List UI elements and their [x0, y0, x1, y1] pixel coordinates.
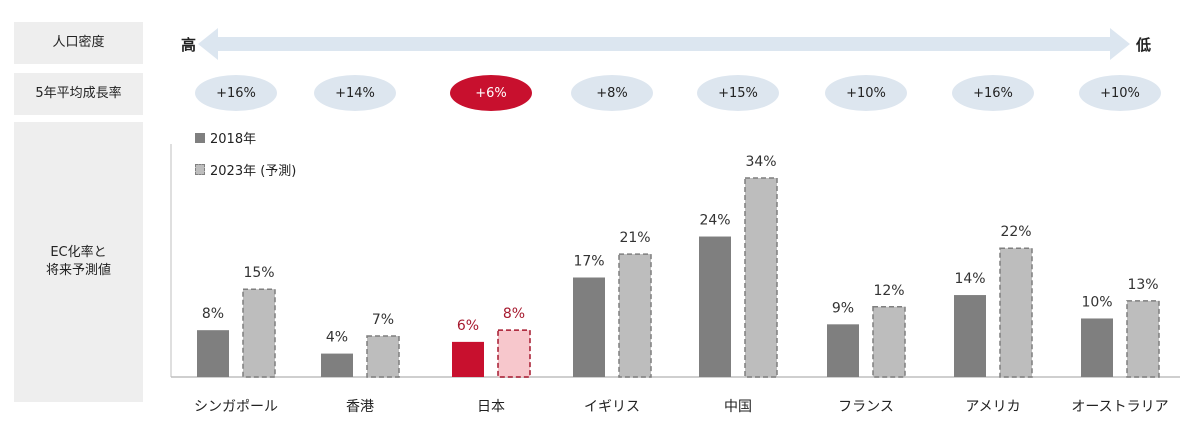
legend-swatch-2023 [195, 164, 205, 175]
x-tick-label: オーストラリア [1071, 399, 1168, 415]
data-label-2018: 24% [699, 213, 730, 229]
data-label-2023: 7% [372, 312, 394, 328]
data-label-2023: 13% [1127, 277, 1158, 293]
growth-rate-pill: +16% [952, 75, 1034, 111]
bar-2018 [954, 295, 986, 377]
data-label-2023: 8% [503, 306, 525, 322]
bar-2023 [1126, 300, 1160, 378]
legend-swatch-2018 [195, 132, 205, 143]
growth-rate-pill: +14% [314, 75, 396, 111]
x-tick-label: シンガポール [194, 399, 278, 415]
growth-rate-pill: +8% [571, 75, 653, 111]
legend-item-2023: 2023年 (予測) [195, 160, 296, 179]
growth-rate-pill: +15% [697, 75, 779, 111]
growth-rate-pill: +10% [1079, 75, 1161, 111]
data-label-2018: 14% [954, 271, 985, 287]
density-arrow-shape [198, 28, 1130, 60]
bar-2018 [1081, 318, 1113, 377]
x-tick-label: 日本 [477, 399, 505, 415]
bar-2018 [452, 341, 484, 377]
bar-2018 [827, 324, 859, 377]
legend-label-2018: 2018年 [210, 132, 257, 147]
density-high-label: 高 [181, 36, 197, 54]
growth-rate-pill: +16% [195, 75, 277, 111]
data-label-2018: 8% [202, 306, 224, 322]
row-label-population-density: 人口密度 [14, 22, 143, 64]
row-label-text: 将来予測値 [45, 263, 111, 278]
data-label-2018: 6% [457, 318, 479, 334]
row-label-text: EC化率と [50, 245, 107, 261]
bar-2018 [699, 236, 731, 377]
bar-2023 [999, 247, 1033, 378]
data-label-2018: 9% [832, 300, 854, 316]
x-tick-label: フランス [838, 399, 894, 415]
bar-2023 [366, 335, 400, 378]
data-label-2023: 22% [1000, 224, 1031, 240]
data-label-2023: 34% [745, 154, 776, 170]
x-tick-label: 香港 [346, 399, 374, 415]
legend-item-2018: 2018年 [195, 128, 256, 147]
growth-rate-pill: +6% [450, 75, 532, 111]
growth-rate-pill: +10% [825, 75, 907, 111]
legend-label-2023: 2023年 (予測) [210, 164, 297, 179]
bar-2018 [321, 353, 353, 377]
x-tick-label: イギリス [584, 399, 640, 415]
density-low-label: 低 [1136, 36, 1152, 54]
bar-2023 [744, 177, 778, 378]
row-label-ec-rate: EC化率と 将来予測値 [14, 122, 143, 402]
data-label-2018: 4% [326, 330, 348, 346]
bar-2018 [197, 330, 229, 377]
data-label-2023: 21% [619, 230, 650, 246]
bar-2023 [618, 253, 652, 378]
data-label-2018: 10% [1081, 294, 1112, 310]
x-tick-label: 中国 [724, 399, 752, 415]
x-tick-label: アメリカ [965, 399, 1020, 415]
bar-2023 [497, 329, 531, 378]
bar-2023 [242, 288, 276, 378]
row-label-text: 人口密度 [52, 35, 105, 51]
data-label-2023: 12% [873, 283, 904, 299]
data-label-2018: 17% [573, 254, 604, 270]
row-label-growth-rate: 5年平均成長率 [14, 73, 143, 115]
row-label-text: 5年平均成長率 [35, 86, 122, 102]
bar-2023 [872, 306, 906, 378]
data-label-2023: 15% [243, 265, 274, 281]
bar-2018 [573, 277, 605, 377]
